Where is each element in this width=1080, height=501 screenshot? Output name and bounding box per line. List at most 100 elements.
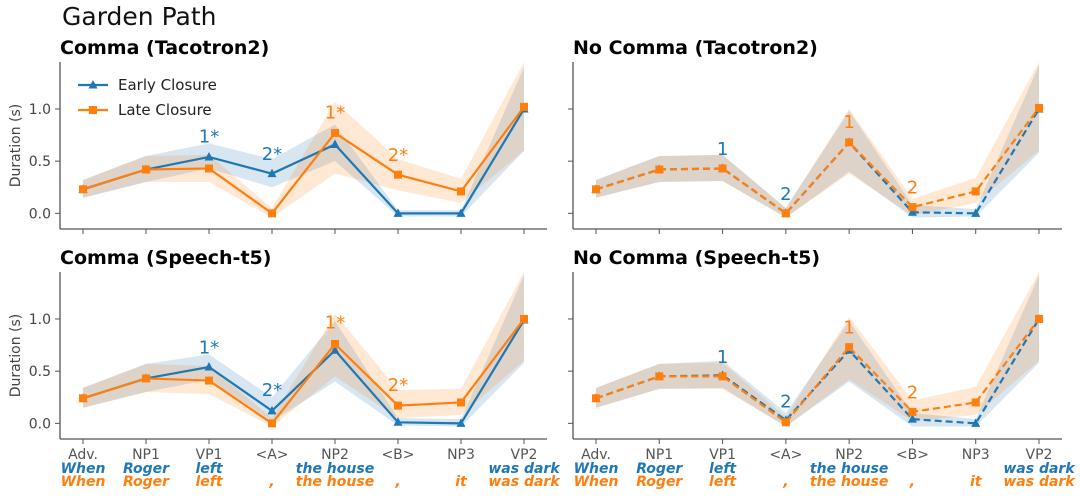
annotation-label: 1: [717, 139, 728, 160]
data-point-late: [268, 419, 276, 428]
data-point-early: [456, 418, 466, 427]
word-late: left: [195, 474, 223, 490]
data-point-early: [907, 414, 917, 423]
word-late: Roger: [123, 474, 170, 490]
word-early: Roger: [123, 461, 170, 477]
data-point-early: [456, 208, 466, 217]
panel-title: Comma (Tacotron2): [60, 37, 269, 59]
word-early: the house: [810, 461, 888, 477]
annotation-label: 1*: [199, 126, 219, 147]
series-line-early: [82, 108, 525, 215]
data-point-early: [204, 151, 214, 161]
word-late: was dark: [488, 474, 561, 490]
data-point-early: [267, 405, 277, 415]
data-point-late: [205, 376, 213, 385]
annotation-label: 1: [717, 347, 728, 368]
annotation-label: 2*: [388, 375, 408, 396]
word-late: ,: [394, 474, 400, 490]
y-axis-label: Duration (s): [8, 314, 24, 397]
data-point-late: [331, 128, 339, 137]
x-tick-label: VP2: [511, 447, 538, 463]
data-point-late: [520, 102, 528, 111]
word-late: ,: [909, 474, 915, 490]
data-point-late: [205, 164, 213, 173]
word-late: ,: [782, 474, 788, 490]
data-point-early: [393, 417, 403, 426]
data-point-late: [908, 407, 917, 416]
data-point-late: [655, 165, 664, 174]
legend-label-late: Late Closure: [118, 101, 212, 119]
confidence-band: [596, 275, 1039, 427]
x-tick-label: VP1: [196, 447, 223, 463]
annotation-label: 2*: [262, 380, 282, 401]
x-tick-label: NP2: [835, 447, 863, 463]
series-line-late: [82, 106, 525, 215]
y-tick-label: 0.0: [29, 206, 51, 222]
data-point-early: [330, 345, 340, 354]
annotation-label: 2: [907, 178, 918, 199]
data-point-late: [79, 394, 87, 403]
annotation-label: 2*: [388, 145, 408, 166]
data-point-late: [592, 185, 600, 194]
figure-title: Garden Path: [62, 2, 217, 31]
legend-marker-late: [89, 106, 97, 114]
data-point-late: [457, 187, 465, 196]
y-tick-label: 0.0: [29, 416, 51, 432]
y-tick-label: 0.5: [29, 154, 51, 170]
x-tick-label: <A>: [769, 447, 802, 463]
annotation-label: 2: [907, 382, 918, 403]
data-point-late: [142, 374, 150, 383]
data-point-late: [845, 343, 854, 352]
word-early: left: [195, 461, 223, 477]
y-tick-label: 0.5: [29, 364, 51, 380]
x-tick-label: <B>: [896, 447, 929, 463]
annotation-label: 1*: [325, 312, 345, 333]
x-tick-label: VP1: [709, 447, 736, 463]
data-point-early: [907, 207, 917, 216]
word-late: it: [970, 474, 983, 490]
annotation-label: 1*: [199, 337, 219, 358]
data-point-late: [142, 165, 150, 174]
data-point-late: [971, 398, 980, 407]
y-axis-label: Duration (s): [8, 104, 24, 187]
data-point-early: [330, 139, 340, 148]
panel-title: No Comma (Tacotron2): [573, 37, 818, 59]
x-tick-label: NP3: [962, 447, 990, 463]
series-line-late: [82, 318, 525, 425]
annotation-label: 1: [843, 318, 854, 339]
word-early: When: [574, 461, 619, 477]
word-early: was dark: [488, 461, 561, 477]
legend-label-early: Early Closure: [118, 76, 217, 94]
legend-marker-early: [88, 80, 98, 89]
word-early: Roger: [636, 461, 683, 477]
data-point-early: [204, 361, 214, 371]
word-early: When: [61, 461, 106, 477]
data-point-early: [267, 168, 277, 178]
annotation-label: 2: [780, 184, 791, 205]
word-early: left: [709, 461, 737, 477]
panel-title: No Comma (Speech-t5): [573, 247, 820, 269]
x-tick-label: Adv.: [68, 447, 98, 463]
annotation-label: 1: [843, 112, 854, 133]
series-line-early: [82, 319, 525, 425]
x-tick-label: NP1: [645, 447, 673, 463]
x-tick-label: <A>: [255, 447, 288, 463]
data-point-late: [394, 401, 402, 410]
data-point-late: [268, 209, 276, 218]
data-point-late: [718, 164, 727, 173]
word-early: was dark: [1003, 461, 1076, 477]
word-late: ,: [268, 474, 274, 490]
confidence-band: [596, 65, 1039, 218]
annotation-label: 1*: [325, 102, 345, 123]
data-point-late: [908, 203, 917, 212]
word-late: the house: [810, 474, 888, 490]
data-point-late: [718, 372, 727, 381]
word-late: Roger: [636, 474, 683, 490]
word-late: the house: [296, 474, 374, 490]
series-line-late: [595, 318, 1040, 424]
data-point-late: [520, 314, 528, 323]
y-tick-label: 1.0: [29, 102, 51, 118]
series-line-late: [595, 107, 1040, 215]
data-point-late: [655, 372, 664, 381]
